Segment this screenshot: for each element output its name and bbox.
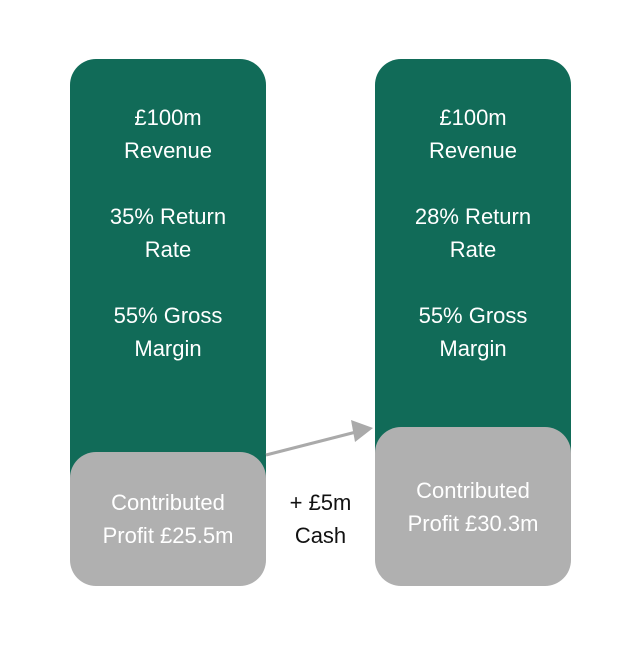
left-metrics-list: £100m Revenue 35% Return Rate 55% Gross … xyxy=(70,101,266,365)
right-metrics-list: £100m Revenue 28% Return Rate 55% Gross … xyxy=(375,101,571,365)
left-return-rate-text: 35% Return Rate xyxy=(109,204,227,262)
right-profit-text: Contributed Profit £30.3m xyxy=(407,477,539,536)
right-profit-box: Contributed Profit £30.3m xyxy=(375,427,571,586)
left-profit-box: Contributed Profit £25.5m xyxy=(70,452,266,586)
left-metrics-box xyxy=(70,59,266,519)
right-scenario-column: £100m Revenue 28% Return Rate 55% Gross … xyxy=(375,59,571,586)
left-profit-text: Contributed Profit £25.5m xyxy=(102,490,234,548)
cash-injection-label: + £5m Cash xyxy=(289,490,352,548)
left-scenario-column: £100m Revenue 35% Return Rate 55% Gross … xyxy=(70,59,266,586)
arrow-shaft xyxy=(265,429,361,457)
left-gross-margin-text: 55% Gross Margin xyxy=(113,303,223,361)
right-return-rate-text: 28% Return Rate xyxy=(414,204,532,262)
right-revenue-text: £100m Revenue xyxy=(428,105,518,163)
right-gross-margin-text: 55% Gross Margin xyxy=(418,303,528,361)
left-revenue-text: £100m Revenue xyxy=(123,105,213,163)
arrow-head-icon xyxy=(351,420,373,442)
